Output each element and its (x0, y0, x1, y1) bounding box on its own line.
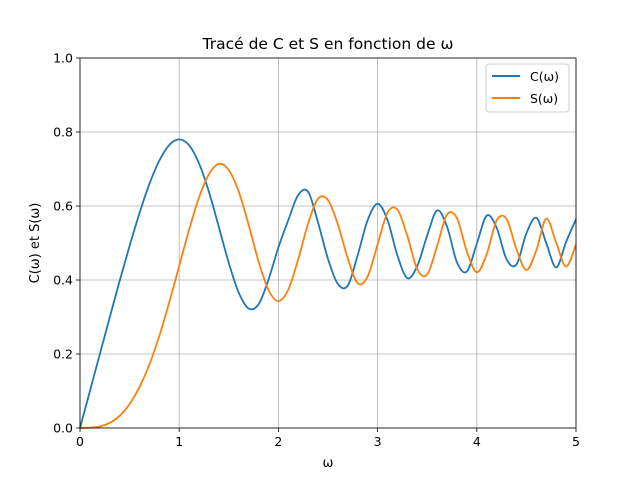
legend-label-s: S(ω) (530, 91, 558, 106)
series-c-line (79, 138, 577, 429)
plot-frame (79, 57, 577, 429)
legend: C(ω) S(ω) (485, 63, 570, 113)
y-tick-label: 0.8 (53, 125, 73, 140)
x-axis-label: ω (323, 456, 334, 471)
x-tick-label: 4 (473, 434, 481, 449)
x-tick-label: 5 (572, 434, 580, 449)
legend-label-c: C(ω) (530, 69, 559, 84)
x-tick-label: 1 (175, 434, 183, 449)
x-tick-label: 2 (274, 434, 282, 449)
x-tick-label: 0 (76, 434, 84, 449)
chart-title: Tracé de C et S en fonction de ω (202, 35, 454, 53)
series-layer (79, 138, 577, 429)
y-tick-label: 0.4 (53, 273, 73, 288)
x-tick-label: 3 (374, 434, 382, 449)
y-axis-label: C(ω) et S(ω) (28, 203, 43, 284)
y-tick-label: 0.2 (53, 347, 73, 362)
y-tick-label: 0.0 (53, 421, 73, 436)
axis-ticks: 0 1 2 3 4 5 0.0 0.2 0.4 0.6 0.8 1.0 (53, 51, 580, 450)
y-tick-label: 1.0 (53, 51, 73, 66)
y-tick-label: 0.6 (53, 199, 73, 214)
plot-area (80, 58, 576, 428)
series-s-line (79, 162, 577, 429)
